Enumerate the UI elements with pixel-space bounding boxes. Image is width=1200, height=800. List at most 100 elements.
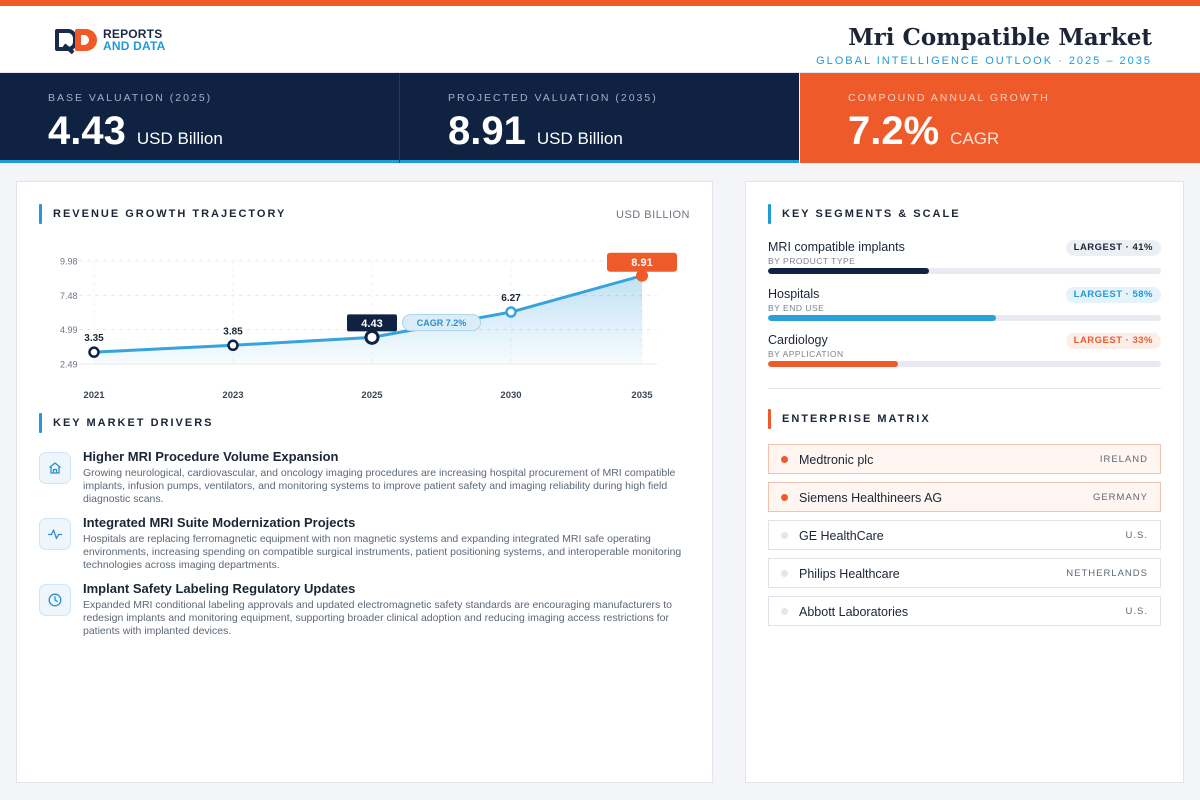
section-title: ENTERPRISE MATRIX <box>782 413 931 425</box>
section-accent <box>39 413 42 433</box>
y-tick-label: 4.99 <box>60 325 78 335</box>
kpi-label: BASE VALUATION (2025) <box>48 92 213 104</box>
x-tick-label: 2021 <box>83 390 105 401</box>
driver-description: Expanded MRI conditional labeling approv… <box>83 599 672 637</box>
segment-category: BY PRODUCT TYPE <box>768 256 856 266</box>
kpi-unit: USD Billion <box>536 129 623 148</box>
page-subtitle: GLOBAL INTELLIGENCE OUTLOOK · 2025 – 203… <box>816 55 1152 67</box>
segment-bar-fill <box>768 361 898 367</box>
driver-title: Integrated MRI Suite Modernization Proje… <box>83 515 356 530</box>
driver-description: Growing neurological, cardiovascular, an… <box>83 467 676 505</box>
data-point <box>227 339 239 352</box>
kpi-value: 8.91 <box>448 109 526 153</box>
value-badge-current <box>347 314 397 332</box>
data-point <box>505 306 517 318</box>
revenue-chart: 9.98 7.48 4.99 2.49 2021 2023 2025 2030 2035 CAG… <box>60 252 677 401</box>
segment-bar-track <box>768 315 1161 321</box>
kpi-cagr: COMPOUND ANNUAL GROWTH 7.2% CAGR <box>800 73 1200 163</box>
company-name: Philips Healthcare <box>799 567 900 581</box>
data-point <box>364 329 380 345</box>
data-label: 8.91 <box>631 257 652 269</box>
brand-line-2: AND DATA <box>103 39 166 53</box>
clock-icon <box>39 584 71 616</box>
segment-bar-fill <box>768 315 996 321</box>
kpi-projected-valuation: PROJECTED VALUATION (2035) 8.91 USD Bill… <box>400 73 799 163</box>
segment-name: Cardiology <box>768 333 828 347</box>
x-tick-label: 2035 <box>631 390 653 401</box>
company-country: IRELAND <box>1099 454 1148 465</box>
segment-product-type: MRI compatible implants BY PRODUCT TYPE … <box>768 240 1161 280</box>
segment-category: BY APPLICATION <box>768 349 844 359</box>
status-dot <box>781 494 788 501</box>
enterprise-row[interactable]: Medtronic plc IRELAND <box>768 444 1161 474</box>
header: REPORTS AND DATA Mri Compatible Market G… <box>0 6 1200 73</box>
company-name: Medtronic plc <box>799 453 874 467</box>
enterprise-row[interactable]: Siemens Healthineers AG GERMANY <box>768 482 1161 512</box>
company-country: U.S. <box>1125 606 1148 617</box>
enterprise-header: ENTERPRISE MATRIX <box>768 409 931 429</box>
section-accent <box>768 204 771 224</box>
company-country: NETHERLANDS <box>1066 568 1148 579</box>
segment-bar-fill <box>768 268 930 274</box>
kpi-base-valuation: BASE VALUATION (2025) 4.43 USD Billion <box>0 73 399 163</box>
driver-title: Higher MRI Procedure Volume Expansion <box>83 449 339 464</box>
segment-end-use: Hospitals BY END USE LARGEST · 58% <box>768 287 1161 327</box>
page-title: Mri Compatible Market <box>848 24 1152 51</box>
y-tick-label: 9.98 <box>60 257 78 267</box>
kpi-unit: CAGR <box>950 129 1000 148</box>
divider <box>768 388 1161 389</box>
section-title: REVENUE GROWTH TRAJECTORY <box>53 208 287 220</box>
segment-badge: LARGEST · 33% <box>1065 333 1161 349</box>
status-dot <box>781 570 788 577</box>
trajectory-card: REVENUE GROWTH TRAJECTORY USD BILLION 9.… <box>16 181 713 783</box>
company-name: Siemens Healthineers AG <box>799 491 943 505</box>
logo-icon <box>55 29 97 51</box>
segment-bar-track <box>768 361 1161 367</box>
segment-category: BY END USE <box>768 303 825 313</box>
company-name: Abbott Laboratories <box>799 605 909 619</box>
data-label: 6.27 <box>501 293 521 304</box>
enterprise-row[interactable]: Philips Healthcare NETHERLANDS <box>768 558 1161 588</box>
brand-logo[interactable]: REPORTS AND DATA <box>55 28 165 52</box>
value-badge-highlight <box>607 252 677 272</box>
x-tick-label: 2030 <box>500 390 521 401</box>
segments-card: KEY SEGMENTS & SCALE MRI compatible impl… <box>745 181 1184 783</box>
drivers-header: KEY MARKET DRIVERS <box>39 413 213 433</box>
driver-title: Implant Safety Labeling Regulatory Updat… <box>83 581 356 596</box>
segment-bar-track <box>768 268 1161 274</box>
cagr-label: CAGR 7.2% <box>417 318 467 328</box>
kpi-divider <box>399 73 400 163</box>
data-label: 3.35 <box>84 333 104 344</box>
status-dot <box>781 456 788 463</box>
segment-application: Cardiology BY APPLICATION LARGEST · 33% <box>768 333 1161 373</box>
company-country: GERMANY <box>1092 492 1148 503</box>
section-accent <box>768 409 771 429</box>
driver-description: Hospitals are replacing ferromagnetic eq… <box>83 533 682 571</box>
company-country: U.S. <box>1125 530 1148 541</box>
kpi-value: 7.2% <box>848 109 940 153</box>
brand-line-1: REPORTS <box>103 27 163 41</box>
company-name: GE HealthCare <box>799 529 884 543</box>
x-tick-label: 2025 <box>361 390 383 401</box>
section-title: KEY SEGMENTS & SCALE <box>782 208 961 220</box>
kpi-label: PROJECTED VALUATION (2035) <box>448 92 658 104</box>
segment-badge: LARGEST · 58% <box>1065 287 1161 303</box>
y-tick-label: 7.48 <box>60 291 78 301</box>
segment-name: MRI compatible implants <box>768 240 905 254</box>
data-point <box>88 346 100 358</box>
kpi-unit: USD Billion <box>136 129 223 148</box>
data-label: 4.43 <box>361 318 382 330</box>
y-tick-label: 2.49 <box>60 360 78 370</box>
kpi-value: 4.43 <box>48 109 126 153</box>
top-accent-bar <box>0 0 1200 6</box>
segment-badge: LARGEST · 41% <box>1065 240 1161 256</box>
enterprise-row[interactable]: GE HealthCare U.S. <box>768 520 1161 550</box>
status-dot <box>781 608 788 615</box>
enterprise-row[interactable]: Abbott Laboratories U.S. <box>768 596 1161 626</box>
trajectory-header: REVENUE GROWTH TRAJECTORY <box>39 204 286 224</box>
chart-unit-label: USD BILLION <box>616 209 690 221</box>
kpi-label: COMPOUND ANNUAL GROWTH <box>848 92 1050 104</box>
cagr-badge <box>402 314 481 332</box>
section-accent <box>39 204 42 224</box>
data-label: 3.85 <box>223 326 243 337</box>
